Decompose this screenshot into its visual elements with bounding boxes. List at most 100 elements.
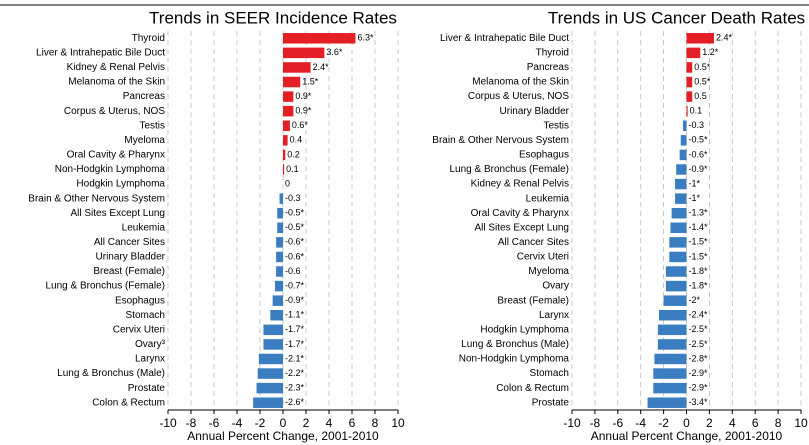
value-label: -1.5* xyxy=(689,237,709,247)
value-label: 6.3* xyxy=(357,33,374,43)
x-tick-label: -10 xyxy=(159,416,177,430)
category-label: Leukemia xyxy=(526,193,570,204)
category-label: All Cancer Sites xyxy=(498,237,569,248)
value-label: 0 xyxy=(285,178,290,188)
value-label: -0.5* xyxy=(689,135,709,145)
x-tick-label: 8 xyxy=(775,416,782,430)
value-label: -0.3 xyxy=(689,120,705,130)
bar xyxy=(671,207,687,219)
bar xyxy=(683,120,687,131)
bar xyxy=(669,237,687,248)
category-label: Testis xyxy=(139,120,165,131)
bar xyxy=(657,339,687,350)
bar xyxy=(283,62,311,73)
bar xyxy=(675,178,687,190)
value-label: -2.8* xyxy=(689,353,709,363)
value-label: -2* xyxy=(689,295,701,305)
bar xyxy=(283,164,285,175)
x-tick-label: -6 xyxy=(612,416,623,430)
value-label: -1* xyxy=(689,178,701,188)
category-label: Larynx xyxy=(135,354,165,365)
bar xyxy=(659,310,687,321)
bar xyxy=(686,76,693,88)
x-tick-label: 10 xyxy=(794,416,808,430)
category-label: Ovary xyxy=(542,281,569,292)
category-label: Myeloma xyxy=(528,266,569,277)
value-label: 1.5* xyxy=(302,76,319,86)
category-label: Kidney & Renal Pelvis xyxy=(67,62,165,73)
value-label: -2.5* xyxy=(689,324,709,334)
category-label: Kidney & Renal Pelvis xyxy=(471,179,569,190)
x-tick-label: 2 xyxy=(303,416,310,430)
bar xyxy=(279,193,283,204)
category-label: Ovary³ xyxy=(135,339,166,350)
category-label: Thyroid xyxy=(132,33,165,44)
bar xyxy=(276,266,283,277)
category-label: Lung & Bronchus (Male) xyxy=(461,339,569,350)
category-label: Hodgkin Lymphoma xyxy=(480,324,569,335)
category-label: Liver & Intrahepatic Bile Duct xyxy=(440,33,569,44)
bar xyxy=(686,33,714,44)
category-label: Cervix Uteri xyxy=(113,324,165,335)
category-label: Pancreas xyxy=(123,91,165,102)
x-tick-label: -2 xyxy=(255,416,266,430)
value-label: -0.6* xyxy=(285,237,305,247)
x-tick-label: 6 xyxy=(349,416,356,430)
chart-title: Trends in US Cancer Death Rates xyxy=(548,8,805,27)
value-label: 0.9* xyxy=(295,106,312,116)
bar xyxy=(647,397,687,408)
value-label: 2.4* xyxy=(313,62,330,72)
category-label: Esophagus xyxy=(519,150,569,161)
bar xyxy=(263,324,283,336)
value-label: -2.1* xyxy=(285,353,305,363)
bar xyxy=(653,368,687,379)
value-label: -1.3* xyxy=(689,208,709,218)
value-label: -0.9* xyxy=(689,164,709,174)
x-axis-label: Annual Percent Change, 2001-2010 xyxy=(591,429,783,443)
bar xyxy=(276,237,283,248)
value-label: 0.1 xyxy=(286,164,299,174)
bar xyxy=(653,382,687,394)
bar xyxy=(283,120,290,131)
category-label: Oral Cavity & Pharynx xyxy=(471,208,569,219)
value-label: -2.2* xyxy=(285,368,305,378)
category-label: Stomach xyxy=(530,368,569,379)
value-label: -2.3* xyxy=(285,383,305,393)
bar xyxy=(686,47,701,59)
bar xyxy=(256,382,283,394)
bar xyxy=(283,135,288,146)
bar xyxy=(274,280,283,292)
bar xyxy=(283,149,286,161)
value-label: 0.5 xyxy=(694,91,707,101)
category-label: Liver & Intrahepatic Bile Duct xyxy=(36,48,165,59)
bar xyxy=(277,207,283,219)
value-label: 3.6* xyxy=(326,47,343,57)
bar xyxy=(654,353,687,365)
value-label: -2.6* xyxy=(285,397,305,407)
category-label: Lung & Bronchus (Male) xyxy=(57,368,165,379)
value-label: -1.8* xyxy=(689,266,709,276)
bar xyxy=(283,105,294,117)
value-label: 2.4* xyxy=(716,33,733,43)
category-label: Thyroid xyxy=(536,48,569,59)
bar xyxy=(679,149,687,161)
category-label: Oral Cavity & Pharynx xyxy=(67,150,165,161)
value-label: -0.6* xyxy=(285,251,305,261)
x-tick-label: 2 xyxy=(706,416,713,430)
x-tick-label: -10 xyxy=(563,416,581,430)
value-label: -3.4* xyxy=(689,397,709,407)
x-tick-label: -2 xyxy=(658,416,669,430)
x-tick-label: 0 xyxy=(280,416,287,430)
x-tick-label: 10 xyxy=(391,416,405,430)
category-label: Myeloma xyxy=(124,135,165,146)
category-label: Corpus & Uterus, NOS xyxy=(468,91,569,102)
value-label: -1* xyxy=(689,193,701,203)
bar xyxy=(263,339,283,350)
value-label: -0.3 xyxy=(285,193,301,203)
value-label: 0.1 xyxy=(690,106,703,116)
value-label: -2.5* xyxy=(689,339,709,349)
bar xyxy=(686,105,688,117)
category-label: Larynx xyxy=(539,310,569,321)
value-label: 0.9* xyxy=(295,91,312,101)
